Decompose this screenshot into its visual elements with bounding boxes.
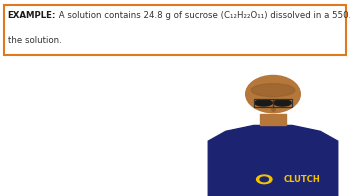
Ellipse shape — [251, 84, 295, 97]
Bar — [254, 99, 273, 107]
Ellipse shape — [274, 100, 291, 106]
Text: EXAMPLE:: EXAMPLE: — [8, 11, 56, 20]
Text: A solution contains 24.8 g of sucrose (C₁₂H₂₂O₁₁) dissolved in a 550.0 g of wate: A solution contains 24.8 g of sucrose (C… — [56, 11, 350, 20]
Text: the solution.: the solution. — [8, 36, 62, 45]
Circle shape — [260, 177, 268, 182]
Ellipse shape — [255, 100, 272, 106]
Polygon shape — [208, 125, 338, 196]
FancyBboxPatch shape — [4, 5, 346, 55]
Text: EXAMPLE:: EXAMPLE: — [8, 11, 56, 20]
Polygon shape — [260, 114, 286, 125]
Ellipse shape — [246, 75, 300, 113]
Bar — [273, 99, 292, 107]
Circle shape — [257, 175, 272, 184]
Text: CLUTCH: CLUTCH — [284, 175, 320, 184]
